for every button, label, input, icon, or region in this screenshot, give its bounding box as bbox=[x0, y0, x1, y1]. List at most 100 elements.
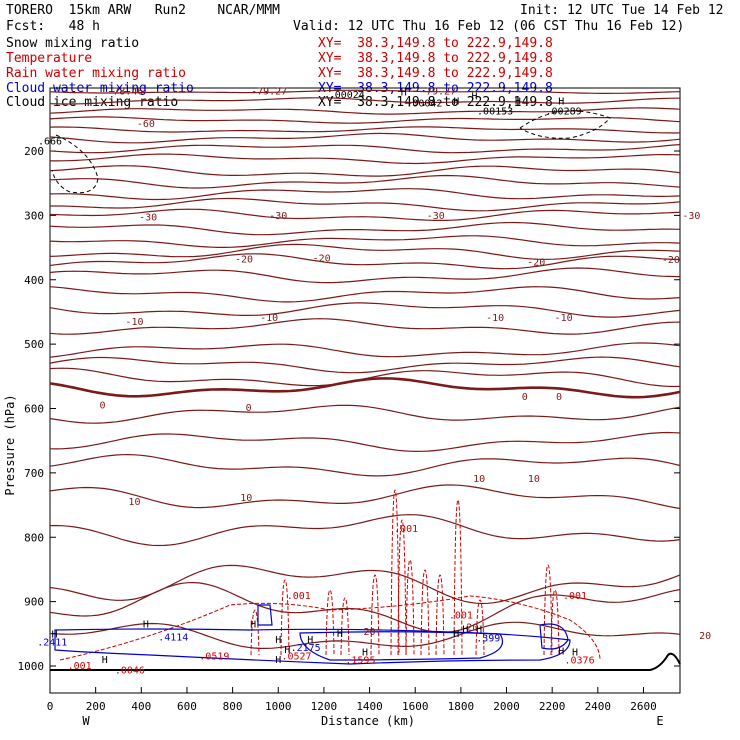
rain-contour bbox=[59, 595, 601, 661]
rain-contour bbox=[370, 574, 380, 656]
rain-contour bbox=[420, 569, 430, 656]
legend-name-rain: Rain water mixing ratio bbox=[6, 66, 187, 81]
temperature-contour-line bbox=[49, 342, 681, 358]
contour-labels: -78.46 -79.27 -79.27 -60 -30 -30 -30 -30 -20 -20 -… bbox=[37, 86, 711, 676]
temperature-contour-line bbox=[49, 514, 681, 547]
rain-contour-label: .0376 bbox=[565, 655, 595, 666]
temperature-contour-label: -20 bbox=[662, 255, 680, 266]
x-tick-label: 0 bbox=[47, 700, 54, 713]
rain-contour-label: .1595 bbox=[345, 655, 375, 666]
rain-contour-label: .001 bbox=[394, 524, 418, 535]
cloud-water-contour-label: .2411 bbox=[37, 637, 67, 648]
cloud-ice-contours bbox=[51, 110, 611, 194]
x-tick-label: 600 bbox=[177, 700, 197, 713]
rain-contour bbox=[280, 579, 290, 656]
x-tick-label: 200 bbox=[86, 700, 106, 713]
temperature-contour-label: 0 bbox=[522, 392, 528, 403]
rain-contour bbox=[325, 589, 335, 656]
temperature-contour-label: 0 bbox=[246, 403, 252, 414]
temperature-contour-label: -20 bbox=[313, 254, 331, 265]
temperature-contour-label: 0 bbox=[99, 401, 105, 412]
y-tick-label: 700 bbox=[24, 467, 44, 480]
rain-contour bbox=[435, 574, 445, 656]
x-tick-label: 1800 bbox=[448, 700, 475, 713]
cloud-ice-contour-label: .00153 bbox=[477, 106, 513, 117]
maximum-marker: H bbox=[453, 629, 459, 640]
x-tick-label: 800 bbox=[223, 700, 243, 713]
maximum-marker: H bbox=[362, 648, 368, 659]
temperature-contour-line bbox=[49, 431, 681, 453]
rain-contour bbox=[453, 499, 463, 656]
x-tick-label: 2000 bbox=[493, 700, 520, 713]
temperature-contour-line bbox=[49, 267, 681, 284]
temperature-contour-line bbox=[49, 621, 681, 649]
maximum-marker: H bbox=[250, 619, 256, 630]
terrain-surface bbox=[50, 652, 681, 671]
x-tick-label: 2600 bbox=[630, 700, 657, 713]
maximum-marker: H bbox=[275, 655, 281, 666]
rain-contour bbox=[550, 589, 560, 656]
maximum-marker: H bbox=[307, 635, 313, 646]
temperature-contour-line bbox=[49, 89, 681, 94]
temperature-contour-line bbox=[49, 253, 681, 270]
maximum-marker: H bbox=[558, 646, 564, 657]
temperature-contour-label: 10 bbox=[128, 497, 140, 508]
cloud-water-contour bbox=[299, 631, 504, 661]
maximum-marker: H bbox=[515, 97, 521, 108]
maximum-marker: H bbox=[284, 645, 290, 656]
x-tick-label: 1600 bbox=[402, 700, 429, 713]
rain-contour-label: .0519 bbox=[199, 652, 229, 663]
temperature-contour-line bbox=[49, 208, 681, 221]
temperature-contour-label: 10 bbox=[473, 474, 485, 485]
cloud-water-contour-label: .4114 bbox=[158, 632, 188, 643]
temperature-contour-label: -79.27 bbox=[251, 86, 287, 97]
temperature-contour-line bbox=[49, 174, 681, 189]
temperature-contour-line bbox=[49, 581, 681, 634]
temperature-contour-label: -10 bbox=[555, 313, 573, 324]
temperature-contour-line bbox=[50, 153, 681, 165]
temperature-contour-label: -60 bbox=[137, 119, 155, 130]
rain-contour bbox=[405, 559, 415, 656]
header-valid: Valid: 12 UTC Thu 16 Feb 12 (06 CST Thu … bbox=[293, 19, 685, 34]
y-tick-label: 300 bbox=[24, 209, 44, 222]
maximum-marker: H bbox=[558, 97, 564, 108]
temperature-contour-line bbox=[49, 453, 681, 477]
temperature-contour-line bbox=[49, 116, 681, 124]
cloud-ice-contour-label: .00024 bbox=[329, 90, 365, 101]
temperature-contour-label: -20 bbox=[527, 258, 545, 269]
terrain-line bbox=[50, 652, 681, 671]
maximum-marker: H bbox=[572, 648, 578, 659]
endpoint-east: E bbox=[656, 714, 663, 728]
temperature-contour-label: 20 bbox=[364, 627, 376, 638]
maximum-marker: H bbox=[453, 97, 459, 108]
cloud-water-contour bbox=[539, 623, 569, 650]
rain-contour bbox=[475, 599, 485, 656]
rain-contour bbox=[543, 564, 553, 656]
maximum-marker: H bbox=[476, 625, 482, 636]
cloud-ice-contour-label: .666 bbox=[38, 137, 62, 148]
temperature-contour-line bbox=[49, 302, 681, 318]
temperature-contour-line bbox=[49, 404, 681, 424]
rain-contour-label: .001 bbox=[449, 610, 473, 621]
temperature-contour-label: -10 bbox=[260, 313, 278, 324]
legend-name-temperature: Temperature bbox=[6, 51, 93, 66]
temperature-contour-label: 20 bbox=[699, 631, 711, 642]
temperature-contour-line bbox=[49, 286, 681, 303]
temperature-contour-label: 20 bbox=[466, 623, 478, 634]
cloud-ice-contour-label: .00289 bbox=[546, 106, 582, 117]
temperature-contour-label: 10 bbox=[240, 493, 252, 504]
plot-frame bbox=[49, 87, 681, 694]
temperature-contours bbox=[49, 89, 681, 649]
maximum-marker: H bbox=[401, 88, 407, 99]
maximum-marker: H bbox=[102, 655, 108, 666]
temperature-contour-label: -79.27 bbox=[420, 86, 456, 97]
temperature-contour-line bbox=[49, 318, 681, 335]
x-axis-label: Distance (km) bbox=[321, 714, 415, 728]
maximum-marker: H bbox=[462, 625, 468, 636]
y-tick-label: 600 bbox=[24, 403, 44, 416]
temperature-contour-line bbox=[49, 97, 680, 105]
temperature-contour-line bbox=[49, 107, 681, 115]
rain-contour bbox=[397, 519, 407, 656]
legend-xy-temperature: XY= 38.3,149.8 to 222.9,149.8 bbox=[318, 51, 553, 66]
legend-name-snow: Snow mixing ratio bbox=[6, 36, 140, 51]
